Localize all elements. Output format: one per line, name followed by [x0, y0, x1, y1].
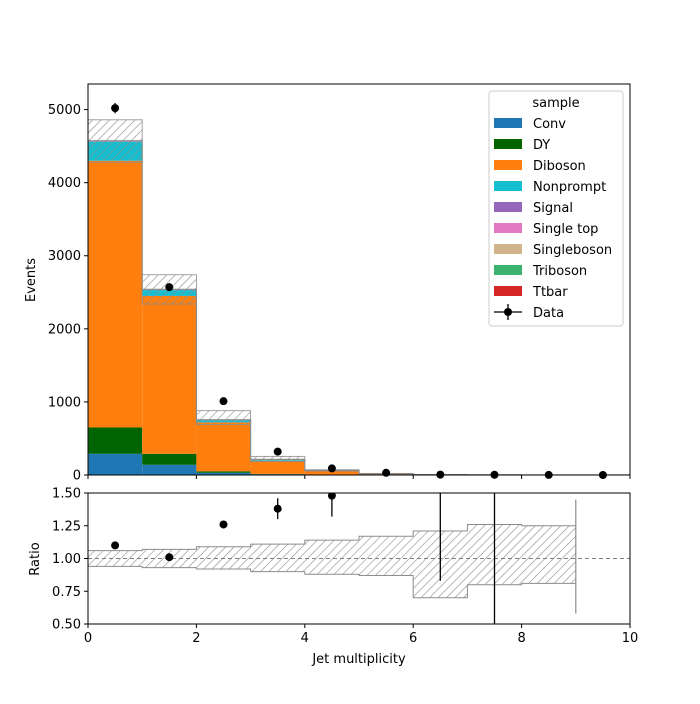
bar-conv [88, 454, 142, 475]
ratio-y-tick-label: 1.50 [52, 487, 81, 502]
data-point [111, 104, 119, 112]
x-tick-label: 0 [84, 631, 92, 646]
main-y-axis-label: Events [24, 258, 39, 302]
bar-conv [142, 465, 196, 475]
uncertainty-band [196, 411, 250, 425]
legend-title: sample [532, 96, 579, 111]
ratio-point [220, 520, 228, 528]
bar-dy [142, 454, 196, 465]
data-point [165, 283, 173, 291]
bar-diboson [88, 161, 142, 428]
legend-label-dy: DY [533, 138, 550, 153]
main-y-tick-label: 4000 [48, 176, 81, 191]
legend-swatch-triboson [494, 265, 522, 275]
main-y-tick-label: 2000 [48, 322, 81, 337]
legend: sample Conv DY Diboson Nonprompt Signal Singl… [489, 91, 623, 326]
main-y-tick-label: 0 [73, 469, 81, 484]
main-y-tick-label: 3000 [48, 249, 81, 264]
legend-label-singleboson: Singleboson [533, 243, 612, 258]
ratio-plot-area [88, 475, 630, 624]
x-tick-label: 8 [517, 631, 525, 646]
legend-label-data: Data [533, 306, 564, 321]
ratio-y-axis-label: Ratio [28, 542, 43, 575]
x-tick-label: 2 [192, 631, 200, 646]
x-axis-label: Jet multiplicity [311, 652, 406, 667]
legend-data-marker [504, 308, 512, 316]
ratio-uncertainty-band [305, 540, 359, 574]
legend-swatch-conv [494, 118, 522, 128]
ratio-uncertainty-band [251, 544, 305, 572]
legend-swatch-nonprompt [494, 181, 522, 191]
ratio-point [274, 505, 282, 513]
bar-dy [88, 427, 142, 453]
ratio-point [165, 553, 173, 561]
bar-diboson [251, 461, 305, 474]
legend-swatch-singleboson [494, 244, 522, 254]
legend-label-conv: Conv [533, 117, 566, 132]
main-y-tick-label: 5000 [48, 103, 81, 118]
bar-diboson [196, 422, 250, 471]
data-point [382, 469, 390, 477]
legend-swatch-ttbar [494, 286, 522, 296]
ratio-plot: 0.50 0.75 1.00 1.25 1.50 0 2 4 6 8 10 [52, 475, 638, 646]
ratio-uncertainty-band [359, 536, 413, 575]
legend-label-triboson: Triboson [532, 264, 587, 279]
x-tick-label: 6 [409, 631, 417, 646]
main-y-tick-label: 1000 [48, 395, 81, 410]
ratio-y-tick-label: 1.00 [52, 552, 81, 567]
x-tick-label: 10 [622, 631, 639, 646]
legend-label-ttbar: Ttbar [532, 285, 568, 300]
ratio-uncertainty-band [522, 526, 576, 584]
legend-label-single-top: Single top [533, 222, 598, 237]
bar-dy [196, 471, 250, 472]
ratio-y-tick-label: 0.50 [52, 618, 81, 633]
ratio-uncertainty-band [196, 547, 250, 569]
legend-swatch-diboson [494, 160, 522, 170]
legend-swatch-single-top [494, 223, 522, 233]
bar-diboson [142, 296, 196, 454]
legend-label-nonprompt: Nonprompt [533, 180, 606, 195]
ratio-y-tick-label: 1.25 [52, 519, 81, 534]
legend-swatch-signal [494, 202, 522, 212]
legend-label-diboson: Diboson [533, 159, 586, 174]
data-point [220, 397, 228, 405]
legend-swatch-dy [494, 139, 522, 149]
legend-label-signal: Signal [533, 201, 573, 216]
data-point [274, 448, 282, 456]
data-point [328, 464, 336, 472]
ratio-point [111, 541, 119, 549]
ratio-y-tick-label: 0.75 [52, 585, 81, 600]
x-tick-label: 4 [301, 631, 309, 646]
